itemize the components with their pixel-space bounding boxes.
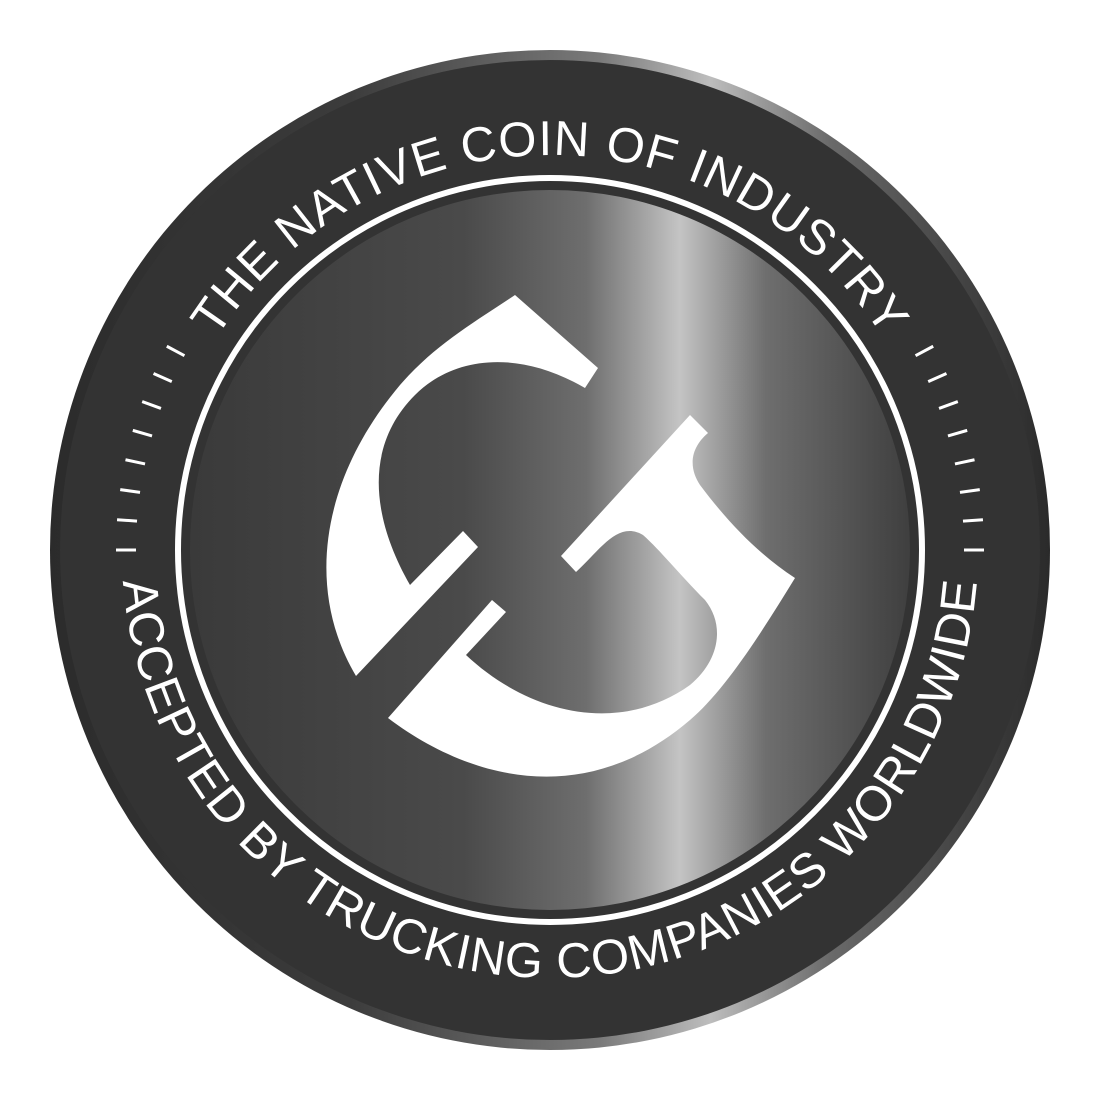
coin-tick-mark	[959, 488, 980, 494]
coin-tick-mark	[125, 458, 146, 466]
coin-tick-mark	[166, 344, 186, 357]
coin-tick-mark	[152, 372, 173, 383]
coin-tick-mark	[116, 518, 138, 523]
coin-face	[190, 190, 910, 910]
coin-tick-mark	[954, 458, 975, 466]
coin-inner-ring	[175, 175, 925, 925]
coin-tick-mark	[914, 344, 934, 357]
coin-tick-mark	[141, 400, 162, 410]
coin-tick-marks	[116, 344, 984, 552]
coin-tick-mark	[927, 372, 948, 383]
stylized-G-monogram-icon	[326, 295, 795, 777]
coin-tick-mark	[120, 488, 141, 494]
coin-tick-mark	[947, 428, 968, 438]
coin-tick-mark	[938, 400, 959, 410]
coin-tick-mark	[962, 518, 984, 523]
coin-tick-mark	[132, 428, 153, 438]
